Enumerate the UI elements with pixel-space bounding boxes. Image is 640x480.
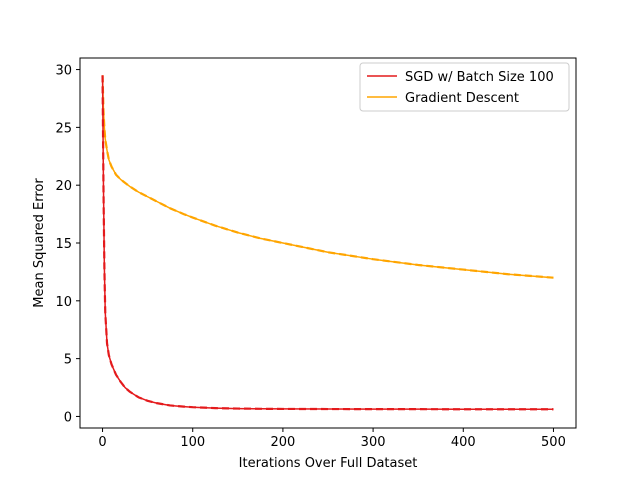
y-tick-label: 30 [55, 64, 72, 79]
x-axis-ticks: 0 100 200 300 400 500 [98, 428, 566, 450]
y-tick-label: 5 [64, 353, 72, 368]
series-dashed-overlay-gradient-descent [101, 75, 554, 279]
x-tick-label: 500 [541, 435, 566, 450]
x-tick-label: 300 [361, 435, 386, 450]
legend-box [359, 62, 570, 112]
x-tick-label: 100 [180, 435, 205, 450]
x-tick-label: 400 [451, 435, 476, 450]
legend-label-gradient-descent: Gradient Descent [405, 91, 519, 106]
x-tick-label: 200 [270, 435, 295, 450]
y-tick-label: 25 [55, 121, 72, 136]
y-axis-label: Mean Squared Error [32, 178, 47, 308]
x-axis-label: Iterations Over Full Dataset [239, 456, 418, 471]
series-dashed-overlay-sgd [101, 75, 554, 411]
y-tick-label: 0 [64, 410, 72, 425]
y-axis-ticks: 0 5 10 15 20 25 30 [55, 64, 80, 425]
y-tick-label: 20 [55, 179, 72, 194]
legend-label-sgd: SGD w/ Batch Size 100 [405, 70, 554, 85]
legend: SGD w/ Batch Size 100 Gradient Descent [359, 62, 570, 112]
series-layer [101, 75, 554, 411]
x-tick-label: 0 [98, 435, 106, 450]
y-tick-label: 15 [55, 237, 72, 252]
y-tick-label: 10 [55, 295, 72, 310]
